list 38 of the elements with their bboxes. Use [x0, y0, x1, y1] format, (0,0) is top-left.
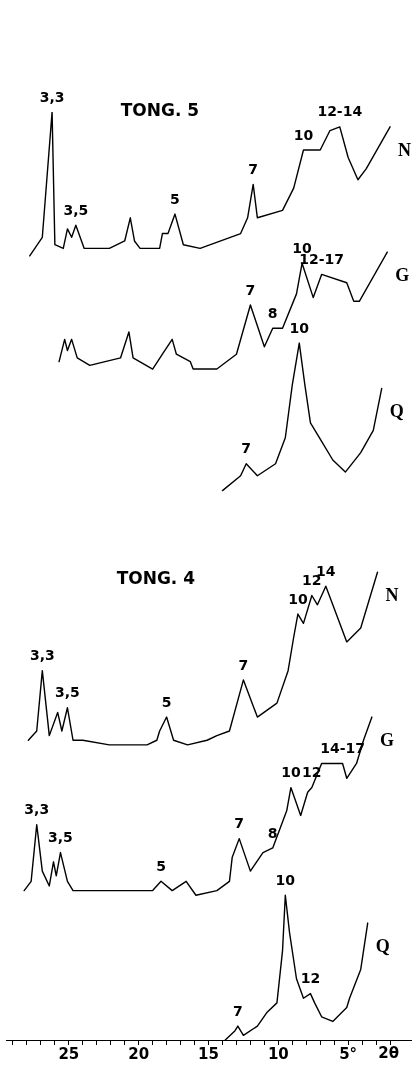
annotation: 3,3 — [24, 801, 50, 818]
annotation: 10 — [275, 871, 296, 888]
annotation: 10 — [281, 764, 301, 781]
series-label: Q — [389, 401, 404, 422]
annotation: 3,3 — [29, 647, 55, 664]
annotation: 10 — [288, 590, 308, 607]
annotation: 3,5 — [48, 829, 73, 846]
annotation: TONG. 4 — [116, 568, 196, 589]
annotation: 3,3 — [39, 88, 65, 105]
annotation: 3,5 — [63, 201, 89, 218]
x-tick-label: 10 — [267, 1044, 289, 1063]
annotation: 7 — [248, 161, 259, 178]
series-label: N — [385, 584, 399, 605]
annotation: 7 — [245, 281, 256, 298]
annotation: 7 — [241, 440, 252, 457]
annotation: 10 — [293, 126, 314, 143]
annotation: TONG. 5 — [120, 100, 200, 121]
series-label: G — [379, 729, 394, 750]
annotation: 12 — [300, 970, 321, 987]
x-tick-label: 25 — [58, 1044, 80, 1063]
annotation: 5 — [161, 693, 172, 710]
annotation: 8 — [267, 824, 278, 841]
annotation: 7 — [234, 815, 245, 832]
annotation: 7 — [238, 656, 249, 673]
annotation: 8 — [267, 304, 278, 321]
annotation: 5 — [156, 857, 166, 874]
x-axis-title: 2θ — [378, 1044, 399, 1063]
x-tick-label: 5° — [339, 1044, 358, 1063]
annotation: 7 — [232, 1002, 243, 1019]
annotation: 3,5 — [55, 684, 80, 701]
x-tick-label: 15 — [198, 1044, 219, 1063]
series-label: G — [395, 264, 410, 285]
annotation: 12-14 — [317, 103, 363, 120]
series-label: Q — [375, 935, 390, 956]
series-label: N — [398, 139, 412, 160]
annotation: 5 — [170, 190, 180, 207]
annotation: 10 — [289, 319, 310, 336]
x-tick-label: 20 — [128, 1044, 150, 1063]
